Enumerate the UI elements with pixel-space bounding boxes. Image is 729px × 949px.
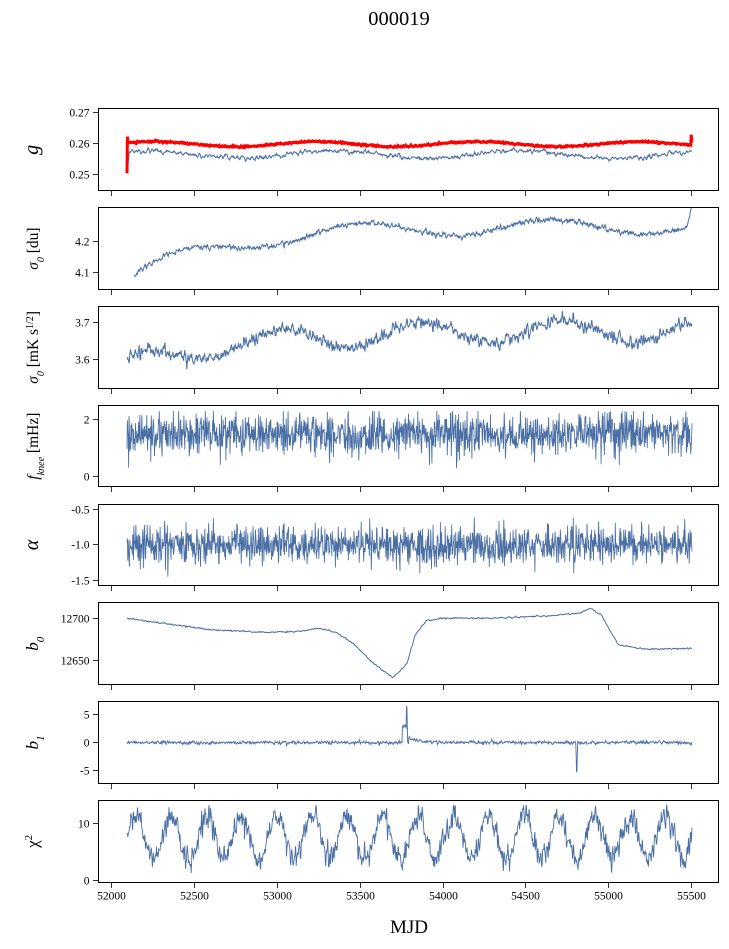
svg-text:0: 0 [84, 472, 90, 484]
svg-text:2: 2 [84, 415, 90, 427]
svg-text:4.1: 4.1 [75, 268, 90, 280]
svg-text:0.25: 0.25 [69, 170, 89, 182]
svg-text:52500: 52500 [180, 891, 209, 903]
svg-text:0: 0 [84, 738, 90, 750]
svg-text:-0.5: -0.5 [71, 505, 89, 517]
svg-text:55000: 55000 [594, 891, 623, 903]
svg-text:0: 0 [84, 876, 90, 888]
svg-text:3.6: 3.6 [75, 355, 90, 367]
svg-text:-5: -5 [80, 766, 90, 778]
svg-text:MJD: MJD [390, 917, 428, 938]
svg-text:g: g [21, 145, 43, 155]
svg-text:54000: 54000 [429, 891, 458, 903]
svg-text:54500: 54500 [511, 891, 540, 903]
svg-text:-1.0: -1.0 [71, 540, 89, 552]
svg-text:0.26: 0.26 [69, 139, 89, 151]
svg-text:0.27: 0.27 [69, 108, 89, 120]
svg-text:10: 10 [78, 819, 90, 831]
svg-text:53500: 53500 [346, 891, 375, 903]
svg-text:-1.5: -1.5 [71, 576, 89, 588]
svg-text:000019: 000019 [368, 8, 430, 30]
svg-text:55500: 55500 [677, 891, 706, 903]
svg-text:52000: 52000 [97, 891, 126, 903]
svg-text:3.7: 3.7 [75, 318, 90, 330]
svg-text:12650: 12650 [61, 656, 90, 668]
svg-text:5: 5 [84, 710, 90, 722]
svg-text:4.2: 4.2 [75, 237, 90, 249]
svg-text:12700: 12700 [61, 614, 90, 626]
svg-text:α: α [21, 539, 43, 550]
svg-text:53000: 53000 [263, 891, 292, 903]
